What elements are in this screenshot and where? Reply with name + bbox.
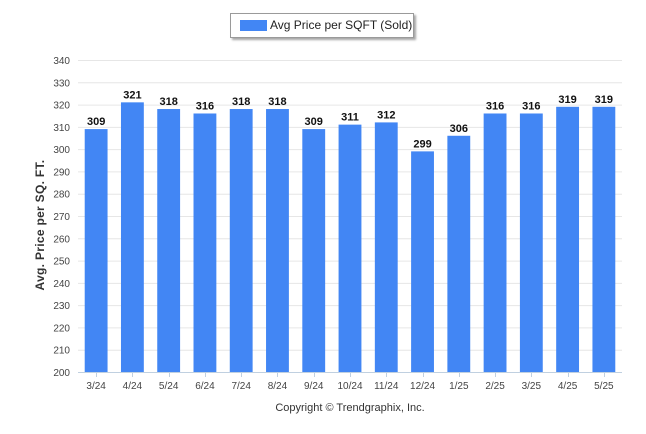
x-tick-label: 7/24 (231, 381, 251, 392)
x-tick-label: 8/24 (268, 381, 288, 392)
bar (483, 113, 507, 372)
y-tick-label: 200 (53, 368, 70, 379)
bar (84, 129, 108, 372)
data-label: 312 (377, 109, 395, 121)
legend-swatch (240, 20, 267, 31)
y-axis-label: Avg. Price per SQ. FT. (33, 159, 47, 291)
bar-series (84, 102, 616, 373)
x-tick-label: 4/25 (558, 381, 578, 392)
y-tick-label: 250 (53, 257, 70, 268)
bar (266, 109, 289, 373)
y-tick-label: 310 (53, 123, 70, 134)
x-tick-label: 11/24 (374, 381, 399, 392)
x-tick-label: 12/24 (410, 381, 435, 392)
bar (302, 129, 326, 372)
x-tick-label: 3/25 (522, 381, 542, 392)
legend: Avg Price per SQFT (Sold) (230, 13, 414, 38)
x-tick-label: 10/24 (337, 381, 362, 392)
x-tick-label: 9/24 (304, 381, 324, 392)
y-tick-label: 300 (53, 145, 70, 156)
y-tick-label: 280 (53, 190, 70, 201)
x-tick-label: 5/25 (594, 381, 614, 392)
data-label: 319 (558, 94, 576, 106)
y-tick-labels: 200 210 220 230 240 250 260 270 280 290 300 310 320 3… (53, 56, 70, 379)
data-label: 309 (305, 116, 323, 128)
data-label: 316 (196, 100, 214, 112)
x-tick-label: 2/25 (485, 381, 505, 392)
bar (519, 113, 543, 372)
data-label: 316 (522, 100, 540, 112)
bar (592, 106, 616, 373)
data-label: 318 (159, 96, 177, 108)
x-tick-label: 5/24 (159, 381, 179, 392)
bar (157, 109, 181, 373)
y-tick-label: 340 (53, 56, 70, 67)
bar (229, 109, 253, 373)
axes (78, 372, 622, 377)
y-tick-label: 230 (53, 301, 70, 312)
data-label: 316 (486, 100, 504, 112)
x-tick-label: 6/24 (195, 381, 215, 392)
data-labels: 309 321 318 316 318 318 309 311 312 299 306 316 316 3… (87, 89, 613, 150)
y-tick-label: 270 (53, 212, 70, 223)
bar (338, 124, 362, 372)
data-label: 318 (268, 96, 286, 108)
x-tick-labels: 3/24 4/24 5/24 6/24 7/24 8/24 9/24 10/24 11/24 12… (86, 381, 614, 392)
data-label: 321 (123, 89, 141, 101)
data-label: 306 (450, 123, 468, 135)
bar (556, 106, 580, 373)
data-label: 319 (595, 94, 613, 106)
bar (411, 151, 434, 372)
data-label: 299 (413, 138, 431, 150)
bar (374, 122, 398, 373)
x-tick-label: 1/25 (449, 381, 469, 392)
y-tick-label: 260 (53, 234, 70, 245)
y-tick-label: 290 (53, 167, 70, 178)
data-label: 318 (232, 96, 250, 108)
bar (120, 102, 144, 372)
x-tick-label: 4/24 (123, 381, 143, 392)
y-tick-label: 330 (53, 78, 70, 89)
copyright-credit: Copyright © Trendgraphix, Inc. (275, 402, 425, 414)
x-tick-label: 3/24 (86, 381, 106, 392)
y-tick-label: 220 (53, 323, 70, 334)
y-tick-label: 210 (53, 346, 70, 357)
data-label: 309 (87, 116, 105, 128)
data-label: 311 (341, 112, 359, 124)
bar (447, 135, 471, 372)
bar (193, 113, 217, 372)
legend-label: Avg Price per SQFT (Sold) (270, 18, 413, 32)
y-tick-label: 240 (53, 279, 70, 290)
y-tick-label: 320 (53, 101, 70, 112)
